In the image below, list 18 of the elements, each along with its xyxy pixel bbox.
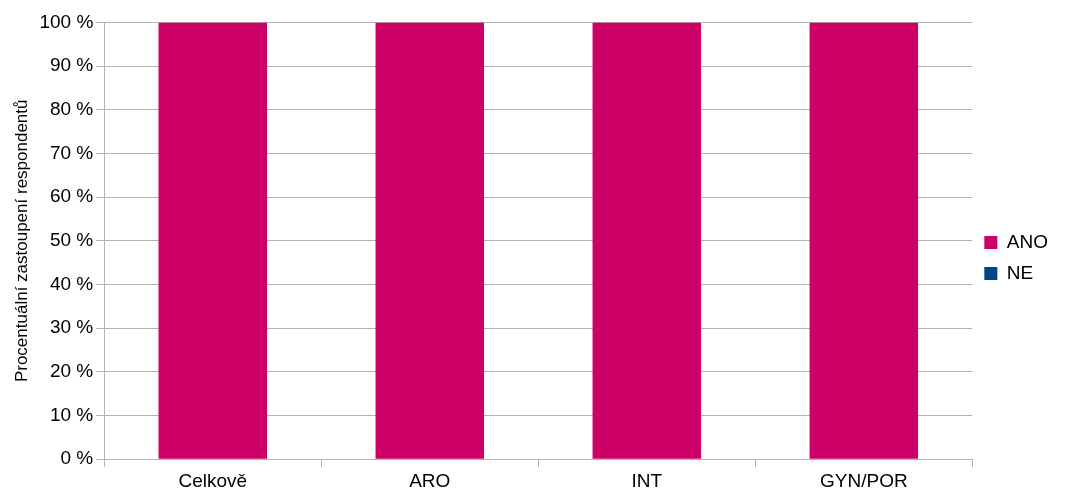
y-tick-label: 30 %	[49, 316, 94, 338]
legend-label: ANO	[1006, 230, 1049, 252]
y-tick-label: 40 %	[49, 272, 94, 294]
y-tick-label: 90 %	[49, 54, 94, 76]
y-tick-label: 80 %	[49, 97, 94, 119]
x-tick-label: ARO	[409, 469, 451, 491]
x-tick-label: GYN/POR	[820, 469, 908, 491]
y-tick-label: 70 %	[49, 141, 94, 163]
y-tick-label: 60 %	[49, 185, 94, 207]
y-tick-label: 50 %	[49, 229, 94, 251]
y-tick-label: 10 %	[49, 403, 94, 425]
y-tick-label: 20 %	[49, 360, 94, 382]
y-axis-title: Procentuální zastoupení respondentů	[11, 99, 31, 383]
legend-label: NE	[1006, 261, 1034, 283]
y-tick-label: 100 %	[39, 10, 94, 32]
x-tick-label: Celkově	[178, 469, 248, 491]
x-tick-label: INT	[631, 469, 663, 491]
y-tick-label: 0 %	[60, 447, 94, 469]
